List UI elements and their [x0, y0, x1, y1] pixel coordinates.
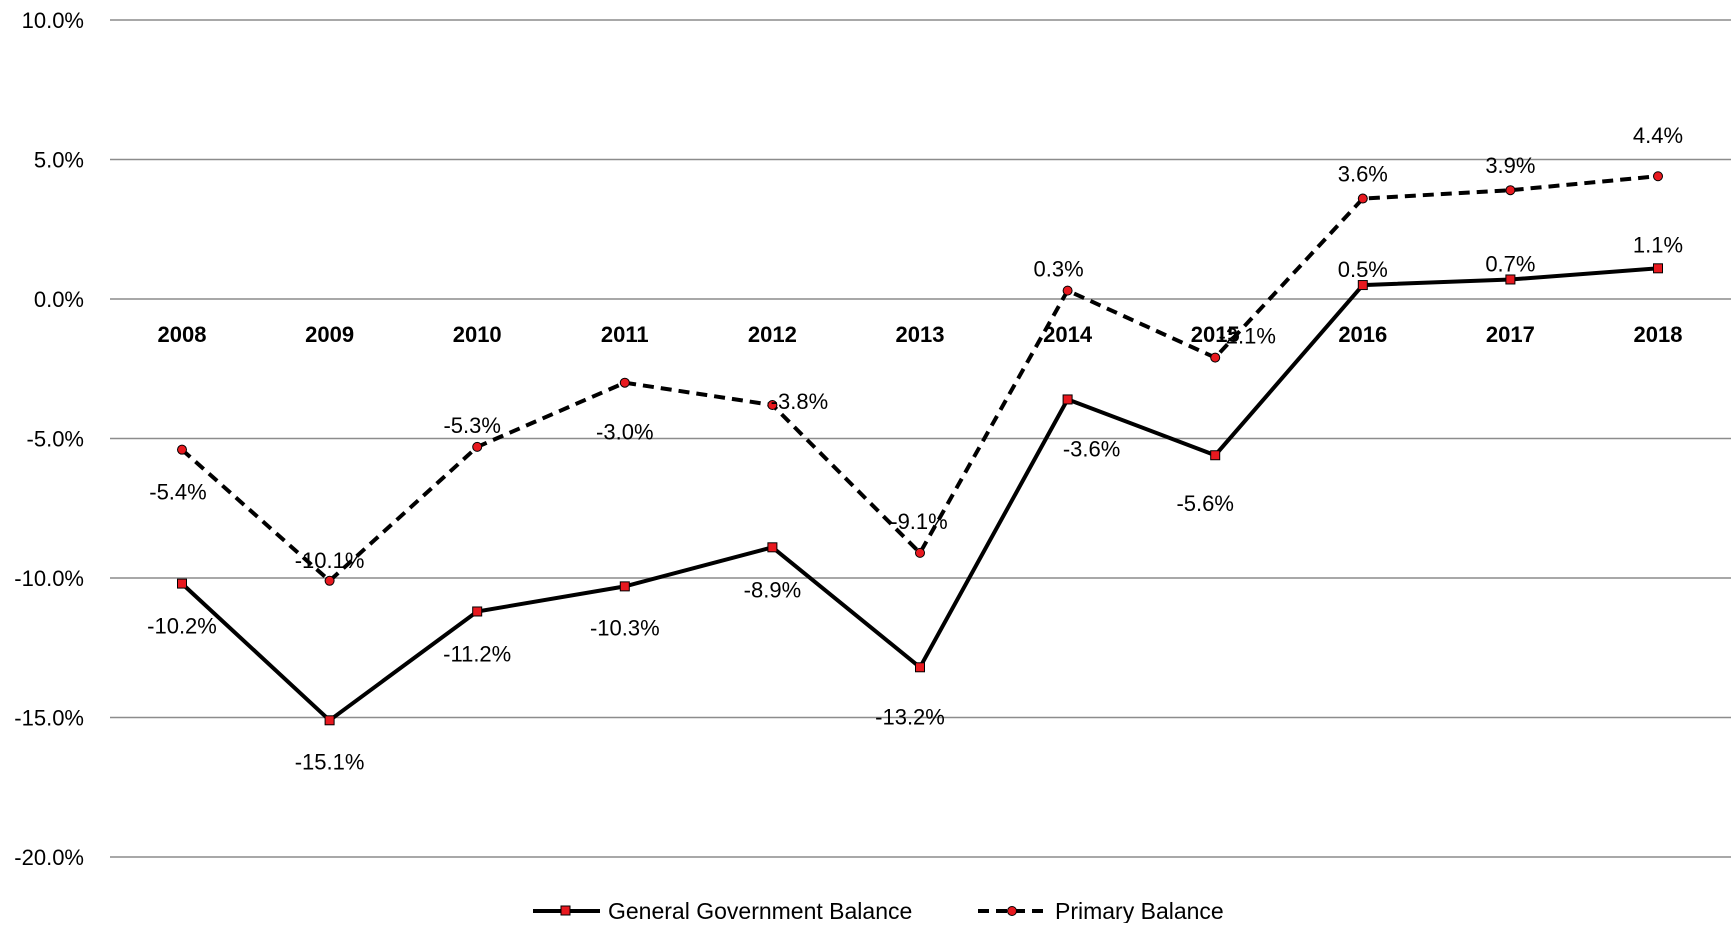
data-point-primary-balance [324, 575, 335, 586]
legend-item-primary-balance: Primary Balance [978, 898, 1224, 924]
x-tick-label: 2015 [1191, 322, 1240, 347]
x-tick-label: 2012 [748, 322, 797, 347]
x-tick-label: 2013 [896, 322, 945, 347]
data-label-general-government-balance: -11.2% [443, 641, 511, 666]
x-tick-label: 2018 [1634, 322, 1683, 347]
y-tick-label: -10.0% [14, 566, 84, 591]
data-label-primary-balance: -5.4% [149, 480, 206, 505]
data-point-primary-balance [1505, 185, 1516, 196]
data-point-general-government-balance [472, 606, 483, 617]
data-point-general-government-balance [1210, 450, 1221, 461]
y-tick-label: -15.0% [14, 706, 84, 731]
x-tick-label: 2017 [1486, 322, 1535, 347]
data-label-primary-balance: -5.3% [443, 413, 500, 438]
data-point-general-government-balance [1505, 274, 1516, 285]
data-point-general-government-balance [1653, 263, 1663, 274]
legend-label-primary-balance: Primary Balance [1055, 898, 1224, 923]
data-label-general-government-balance: -10.3% [590, 615, 660, 640]
data-label-general-government-balance: -5.6% [1176, 491, 1233, 516]
y-tick-label: -20.0% [14, 845, 84, 870]
gridlines [110, 19, 1731, 858]
y-tick-label: -5.0% [27, 427, 84, 452]
legend-label-general-government-balance: General Government Balance [608, 898, 912, 923]
data-label-primary-balance: -9.1% [890, 509, 947, 534]
data-label-primary-balance: 4.4% [1633, 123, 1683, 148]
data-label-primary-balance: -3.8% [771, 389, 828, 414]
y-axis-tick-labels: 10.0% 5.0% 0.0% -5.0% -10.0% -15.0% -20.0% [14, 8, 84, 870]
series-lines [180, 174, 1659, 723]
data-label-general-government-balance: -3.6% [1063, 436, 1120, 461]
data-label-general-government-balance: -13.2% [875, 704, 945, 729]
data-label-general-government-balance: -8.9% [744, 577, 801, 602]
data-label-general-government-balance: 0.7% [1485, 251, 1535, 276]
y-tick-label: 0.0% [34, 287, 84, 312]
data-point-general-government-balance [619, 581, 630, 592]
x-tick-label: 2010 [453, 322, 502, 347]
data-label-primary-balance: 3.6% [1338, 162, 1388, 187]
data-point-general-government-balance [767, 542, 778, 553]
data-point-general-government-balance [324, 715, 335, 726]
data-point-general-government-balance [1357, 280, 1368, 291]
data-point-primary-balance [767, 400, 778, 411]
y-tick-label: 5.0% [34, 148, 84, 173]
series-line-primary-balance [180, 174, 1659, 584]
data-point-primary-balance [1357, 193, 1368, 204]
data-point-primary-balance [1210, 352, 1221, 363]
legend-item-general-government-balance: General Government Balance [533, 898, 912, 924]
data-label-primary-balance: 3.9% [1485, 153, 1535, 178]
x-tick-label: 2009 [305, 322, 354, 347]
data-point-general-government-balance [177, 578, 187, 589]
data-point-primary-balance [472, 441, 483, 452]
x-tick-label: 2014 [1043, 322, 1093, 347]
series-markers [177, 171, 1663, 726]
x-tick-label: 2008 [158, 322, 207, 347]
data-point-general-government-balance [915, 662, 925, 673]
data-label-primary-balance: -3.0% [596, 420, 653, 445]
data-label-general-government-balance: -15.1% [295, 749, 365, 774]
data-point-primary-balance [177, 444, 187, 455]
data-point-primary-balance [915, 547, 925, 558]
x-axis-tick-labels: 2008 2009 2010 2011 2012 2013 2014 2015 2016 2017… [158, 322, 1683, 347]
data-label-primary-balance: 0.3% [1034, 257, 1084, 282]
x-tick-label: 2016 [1338, 322, 1387, 347]
data-point-primary-balance [619, 377, 630, 388]
x-tick-label: 2011 [601, 322, 649, 347]
data-label-general-government-balance: 1.1% [1633, 232, 1683, 257]
data-label-primary-balance: -10.1% [295, 548, 365, 573]
data-point-general-government-balance [1062, 394, 1073, 405]
legend: General Government Balance Primary Balan… [533, 898, 1224, 924]
legend-marker-general-government-balance [560, 905, 571, 916]
data-label-general-government-balance: 0.5% [1338, 257, 1388, 282]
data-label-general-government-balance: -10.2% [147, 614, 217, 639]
legend-marker-primary-balance [1007, 906, 1017, 916]
data-labels: -10.2% -15.1% -11.2% -10.3% -8.9% -13.2% -3.6%… [147, 123, 1683, 774]
data-label-primary-balance: -2.1% [1218, 324, 1275, 349]
data-point-primary-balance [1653, 171, 1663, 182]
y-tick-label: 10.0% [22, 8, 84, 33]
data-point-primary-balance [1062, 285, 1073, 296]
